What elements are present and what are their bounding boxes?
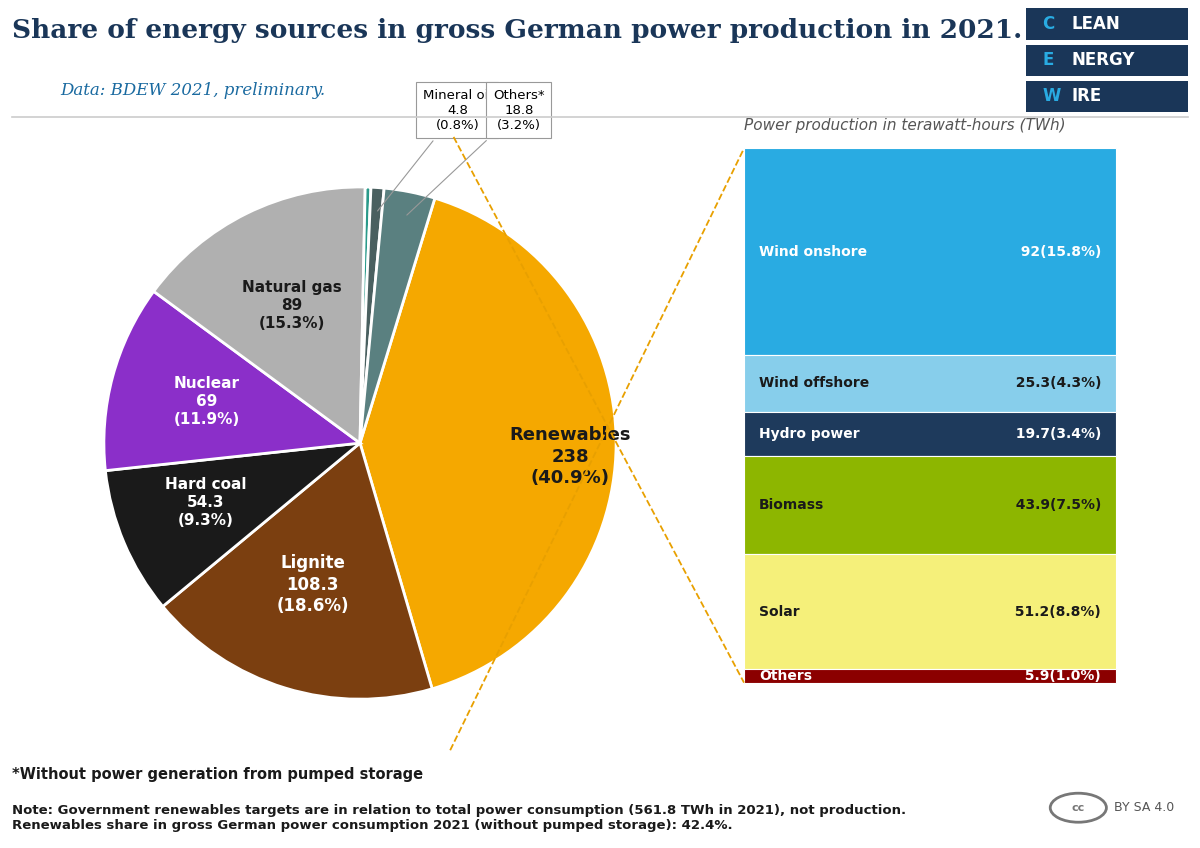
Wedge shape [360,188,434,443]
Text: BY SA 4.0: BY SA 4.0 [1115,801,1175,814]
FancyBboxPatch shape [1026,44,1188,76]
FancyBboxPatch shape [744,148,1116,355]
Wedge shape [360,187,384,443]
Wedge shape [360,198,616,689]
Text: 5.9(1.0%): 5.9(1.0%) [1015,669,1102,683]
Text: cc: cc [1072,803,1085,812]
Text: IRE: IRE [1072,87,1102,105]
Text: 43.9(7.5%): 43.9(7.5%) [1006,498,1102,512]
Text: Wind offshore: Wind offshore [758,377,869,390]
Text: Hydro power: Hydro power [758,427,859,441]
Text: Others*
18.8
(3.2%): Others* 18.8 (3.2%) [407,89,545,215]
FancyBboxPatch shape [744,555,1116,669]
FancyBboxPatch shape [1026,81,1188,113]
Text: Natural gas
89
(15.3%): Natural gas 89 (15.3%) [242,280,342,331]
Text: Lignite
108.3
(18.6%): Lignite 108.3 (18.6%) [276,554,349,615]
Text: LEAN: LEAN [1072,15,1120,33]
Text: 25.3(4.3%): 25.3(4.3%) [1006,377,1102,390]
Text: C: C [1042,15,1055,33]
Text: *Without power generation from pumped storage: *Without power generation from pumped st… [12,767,424,783]
Text: 19.7(3.4%): 19.7(3.4%) [1006,427,1102,441]
Wedge shape [106,443,360,606]
Text: Power production in terawatt-hours (TWh): Power production in terawatt-hours (TWh) [744,118,1066,133]
Text: Biomass: Biomass [758,498,824,512]
Text: Renewables
238
(40.9%): Renewables 238 (40.9%) [509,427,631,488]
FancyBboxPatch shape [1026,8,1188,40]
Text: E: E [1042,52,1054,70]
Wedge shape [104,292,360,471]
Text: Wind onshore: Wind onshore [758,245,868,259]
Text: Mineral oil
4.8
(0.8%): Mineral oil 4.8 (0.8%) [378,89,492,211]
Text: Note: Government renewables targets are in relation to total power consumption (: Note: Government renewables targets are … [12,804,906,832]
Text: Data: BDEW 2021, preliminary.: Data: BDEW 2021, preliminary. [60,81,325,98]
FancyBboxPatch shape [744,669,1116,683]
Text: 92(15.8%): 92(15.8%) [1010,245,1102,259]
Text: Nuclear
69
(11.9%): Nuclear 69 (11.9%) [174,377,240,427]
Text: W: W [1042,87,1061,105]
Wedge shape [163,443,432,699]
Text: Share of energy sources in gross German power production in 2021.: Share of energy sources in gross German … [12,18,1022,43]
Text: Solar: Solar [758,605,799,619]
FancyBboxPatch shape [744,412,1116,456]
Text: NERGY: NERGY [1072,52,1135,70]
Wedge shape [360,187,371,443]
Text: Hard coal
54.3
(9.3%): Hard coal 54.3 (9.3%) [164,477,246,528]
Text: 51.2(8.8%): 51.2(8.8%) [1006,605,1102,619]
Wedge shape [154,187,365,443]
FancyBboxPatch shape [744,355,1116,412]
Text: Others: Others [758,669,812,683]
FancyBboxPatch shape [744,456,1116,555]
